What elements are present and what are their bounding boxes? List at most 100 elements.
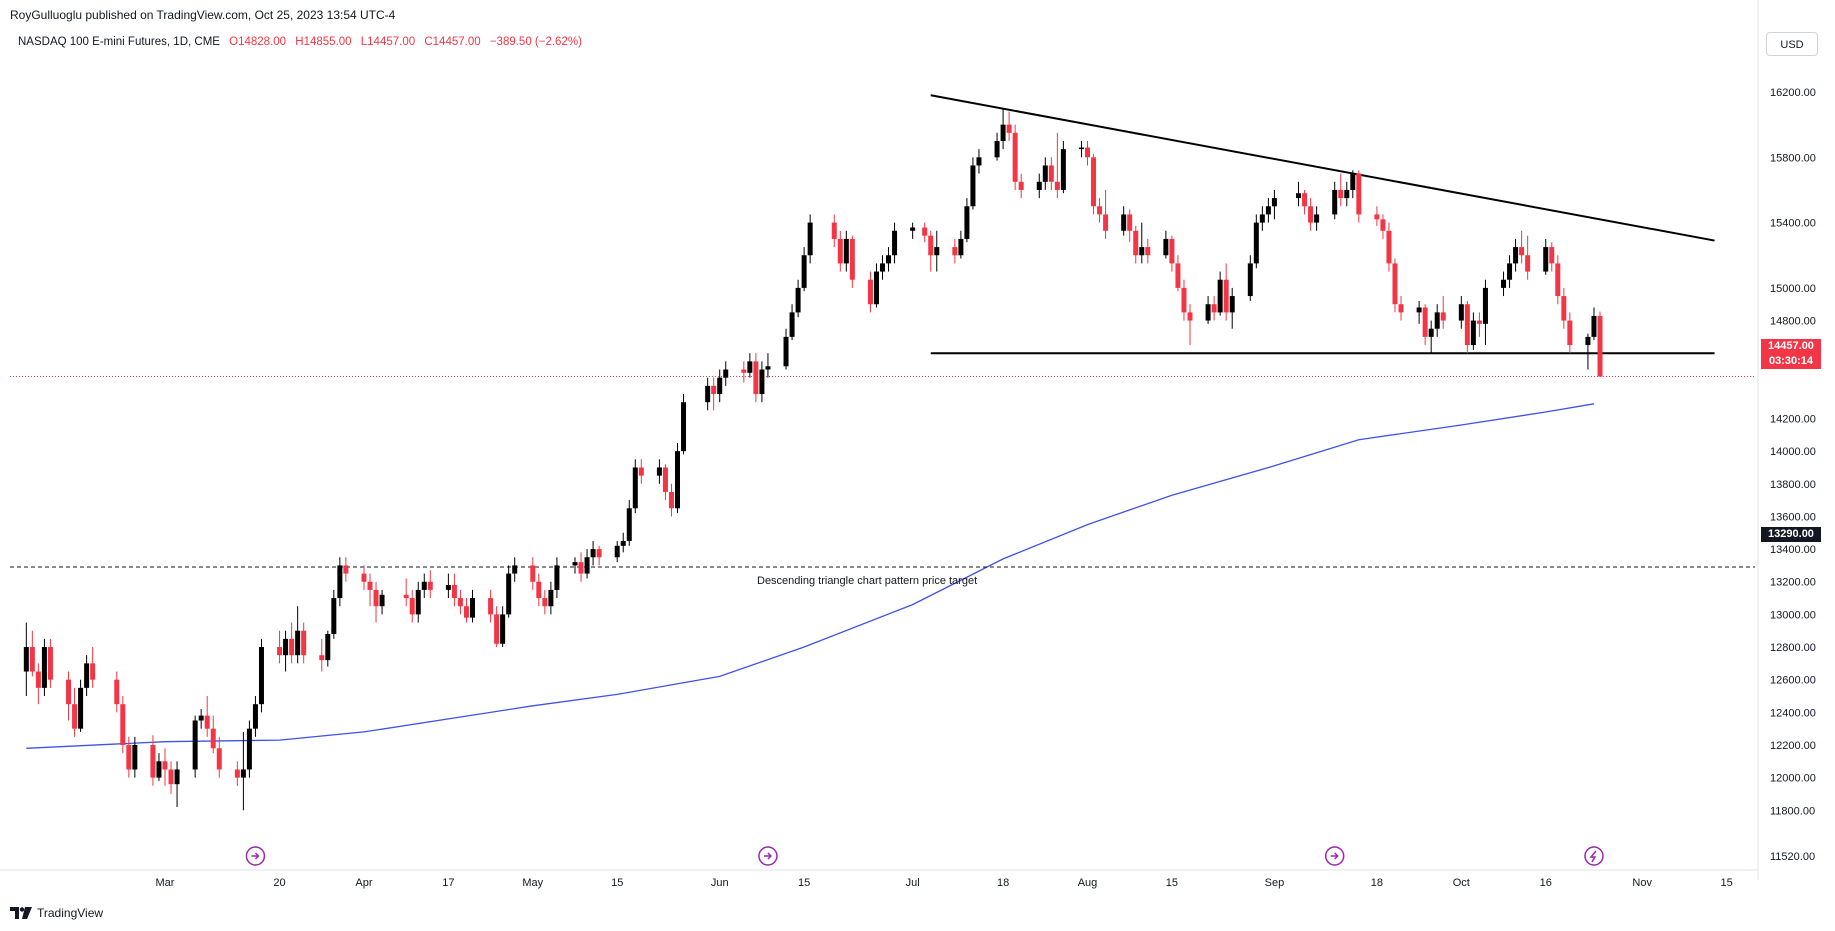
candle [1012, 124, 1018, 190]
candle-body [168, 769, 174, 785]
candle-body [1434, 312, 1440, 329]
candle [1229, 287, 1235, 329]
candle [1169, 235, 1175, 272]
candle-body [1163, 238, 1169, 256]
candle [246, 720, 252, 778]
candle [451, 573, 457, 607]
candle [295, 606, 301, 664]
candle-body [1091, 157, 1097, 207]
candle-body [289, 638, 295, 656]
candle [1060, 140, 1066, 194]
candle-body [783, 336, 789, 367]
candle-body [1482, 287, 1488, 324]
candle [765, 353, 771, 378]
tradingview-logo[interactable]: TradingView [10, 906, 103, 920]
candle [421, 573, 427, 599]
candle [174, 761, 180, 808]
candle-body [367, 581, 373, 590]
candle-body [494, 614, 500, 644]
candle-body [1121, 214, 1127, 231]
candle-body [41, 647, 47, 688]
x-tick-label: Apr [355, 877, 372, 889]
candle [626, 500, 632, 546]
candle-body [1000, 124, 1006, 141]
candle [506, 565, 512, 618]
candle-body [1308, 206, 1314, 223]
event-marker-icon [758, 846, 778, 866]
candle [1133, 225, 1139, 264]
candle-body [1392, 263, 1398, 305]
legend-change-value: −389.50 (−2.62%) [489, 36, 582, 48]
candle-body [427, 581, 433, 590]
candle-body [1253, 222, 1259, 264]
candle-body [120, 704, 126, 745]
candle-body [90, 663, 96, 680]
candle-body [596, 549, 602, 558]
moving-average-line [26, 403, 1595, 749]
candle-body [409, 598, 415, 615]
candle [1314, 206, 1320, 231]
candle-body [922, 227, 928, 236]
candle [1525, 235, 1531, 280]
candle [367, 573, 373, 607]
candle [1458, 296, 1464, 329]
candle-body [1585, 336, 1591, 346]
x-tick-label: 15 [1720, 877, 1732, 889]
candle [1585, 333, 1591, 370]
candle-body [952, 247, 958, 256]
candle-body [711, 385, 717, 395]
currency-selector[interactable]: USD [1766, 32, 1818, 56]
tradingview-logo-text: TradingView [37, 906, 104, 920]
candle-body [656, 467, 662, 476]
candle-body [156, 761, 162, 778]
candle [168, 761, 174, 794]
candle-body [668, 491, 674, 509]
x-tick-label: 15 [798, 877, 810, 889]
candle [204, 696, 210, 737]
arrow-icon [251, 852, 260, 860]
candle-body [958, 238, 964, 256]
candle-body [488, 598, 494, 615]
candle-body [295, 630, 301, 656]
candle-body [216, 748, 222, 770]
candle [548, 581, 554, 615]
candle-body [1229, 296, 1235, 313]
candle [1344, 181, 1350, 207]
last-price-tag: 14457.00 03:30:14 [1761, 339, 1821, 369]
candle-body [1205, 304, 1211, 321]
candle [1422, 304, 1428, 346]
candle [488, 589, 494, 623]
last-price-value: 14457.00 [1768, 340, 1814, 352]
candle-body [1217, 279, 1223, 313]
candle-body [78, 687, 84, 729]
candle [1223, 263, 1229, 321]
candle-body [421, 581, 427, 590]
moving-average-layer [26, 403, 1595, 749]
x-tick-label: Aug [1078, 877, 1098, 889]
price-target-label: Descending triangle chart pattern price … [757, 575, 977, 587]
candle-body [831, 222, 837, 239]
candle [1253, 214, 1259, 269]
symbol-legend: NASDAQ 100 E-mini Futures, 1D, CME O1482… [18, 36, 582, 48]
candle [1036, 173, 1042, 199]
candle-body [1476, 320, 1482, 324]
candle [1374, 206, 1380, 226]
candle [23, 622, 29, 697]
candle [632, 459, 638, 514]
candle [849, 235, 855, 288]
candle [1513, 238, 1519, 272]
candle [536, 573, 542, 607]
y-tick-label: 14800.00 [1770, 316, 1816, 328]
x-tick-label: Jul [906, 877, 920, 889]
legend-close: C14457.00 [424, 36, 483, 48]
legend-low-value: L14457.00 [360, 36, 416, 48]
candle [1217, 271, 1223, 316]
candle-body [789, 312, 795, 337]
x-tick-label: Nov [1632, 877, 1652, 889]
candle-body [403, 594, 409, 599]
candle [1332, 181, 1338, 220]
candle-body [132, 744, 138, 770]
candle-body [1271, 198, 1277, 207]
y-tick-label: 15400.00 [1770, 218, 1816, 230]
